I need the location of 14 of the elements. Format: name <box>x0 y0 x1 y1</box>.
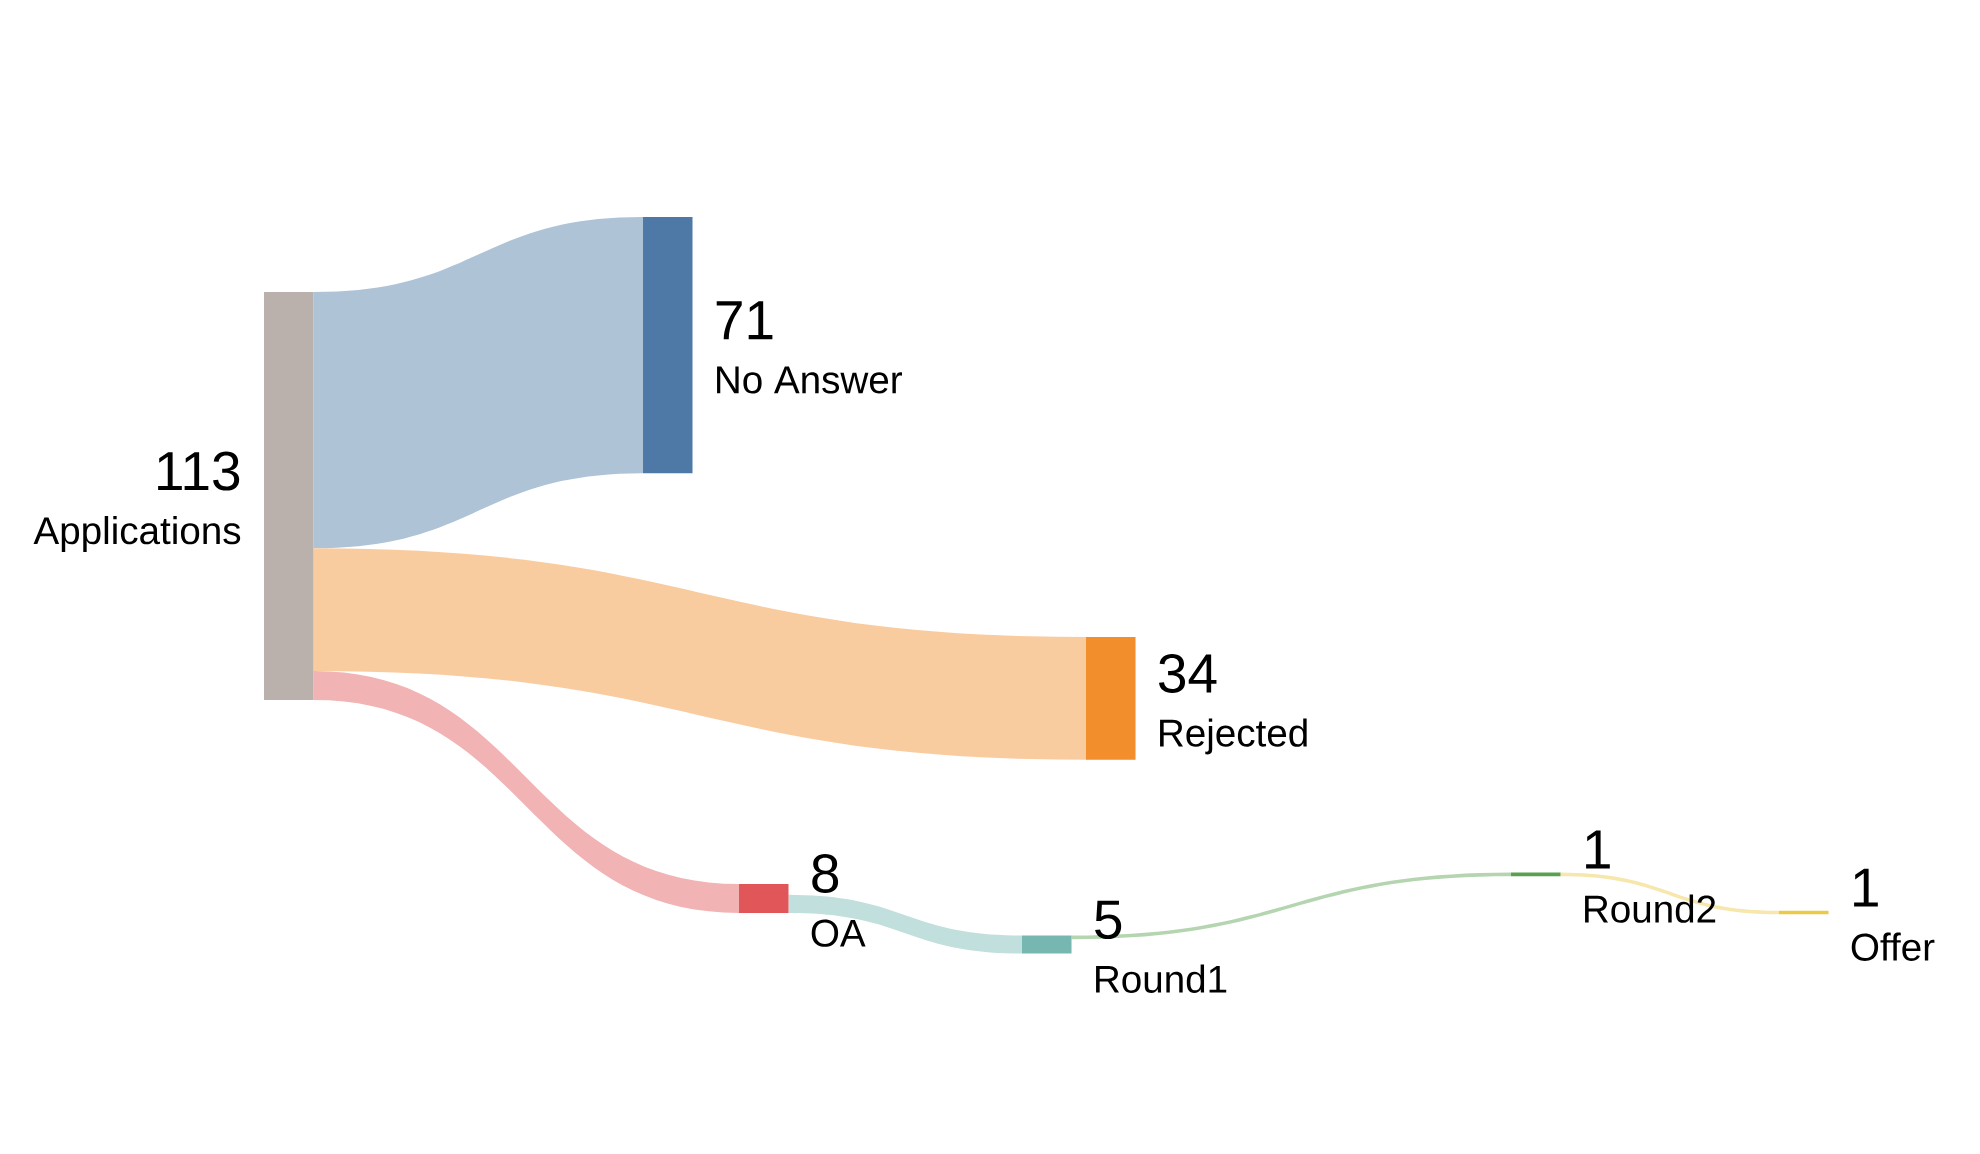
category-label: Round2 <box>1585 894 1716 923</box>
category-label: Applications <box>33 516 241 552</box>
category-label: Round1 <box>1096 964 1227 993</box>
category-label: Offer <box>1851 932 1935 961</box>
data-label: 1 <box>1586 830 1610 869</box>
data-label: 34 <box>1159 653 1217 693</box>
data-label: 8 <box>812 854 839 893</box>
text: 113 <box>158 451 240 491</box>
data-label: 1 <box>1854 868 1878 907</box>
data-label: 5 <box>1095 900 1122 940</box>
category-label: Rejected <box>1160 718 1307 755</box>
data-label: 71 <box>716 301 773 340</box>
category-label: OA <box>811 919 866 947</box>
category-label: No Answer <box>717 366 902 394</box>
